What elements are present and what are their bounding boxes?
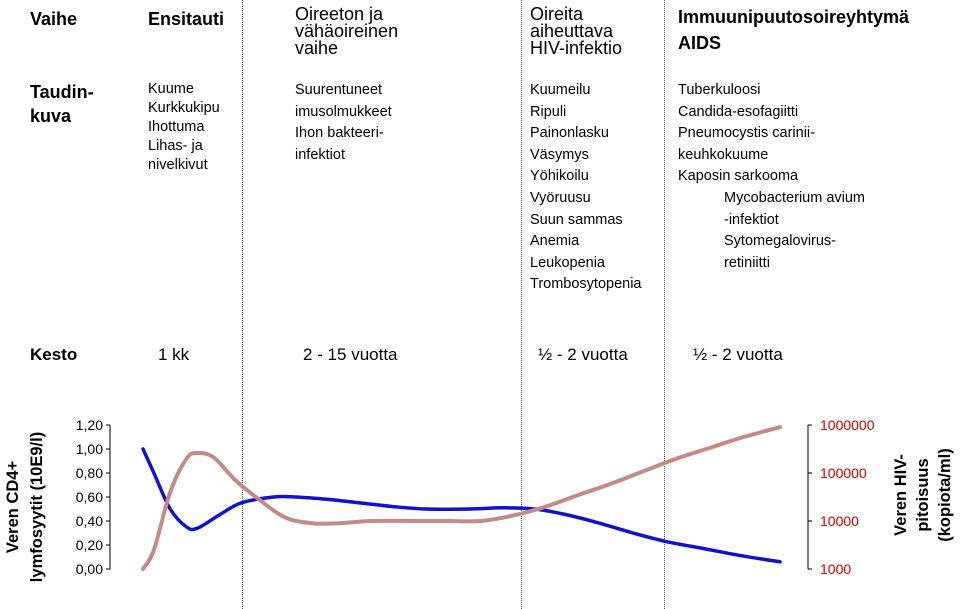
- cd4-series-line: [141, 447, 782, 564]
- symptom-item: Leukopenia: [530, 254, 605, 271]
- symptom-item: Ripuli: [530, 103, 567, 120]
- symptom-item: Ihottuma: [148, 119, 205, 135]
- left-tick-label: 0,40: [76, 513, 103, 529]
- right-axis-label-line: Veren HIV-: [892, 454, 910, 536]
- symptom-item: nivelkivut: [148, 157, 208, 173]
- symptom-item: Suun sammas: [530, 211, 623, 228]
- right-tick-label: 1000000: [820, 417, 875, 433]
- symptom-item: Väsymys: [530, 146, 589, 163]
- column-separator-1: [242, 0, 243, 609]
- symptom-item: imusolmukkeet: [295, 103, 392, 120]
- symptom-item: Mycobacterium avium: [724, 189, 866, 206]
- phase-asymptomatic-line: vaihe: [295, 38, 339, 58]
- symptom-item: Vyöruusu: [530, 189, 591, 206]
- symptom-item: Kuumeilu: [530, 82, 591, 98]
- phase-aids-line: AIDS: [678, 33, 722, 53]
- symptom-item: Yöhikoilu: [530, 168, 589, 185]
- right-axis-label-line: (kopiota/ml): [936, 448, 954, 542]
- symptom-item: Lihas- ja: [148, 138, 203, 154]
- series: [141, 425, 782, 571]
- symptom-item: Painonlasku: [530, 125, 609, 142]
- phase-asymptomatic-line: Oireeton ja: [295, 4, 384, 24]
- column-separator-3: [664, 0, 665, 609]
- symptoms-aids-indented: Mycobacterium avium -infektiot Sytomegal…: [678, 188, 865, 274]
- phase-symptomatic-line: HIV-infektio: [530, 38, 623, 58]
- symptoms-aids: Tuberkuloosi Candida-esofagiitti Pneumoc…: [678, 80, 865, 274]
- duration-symptomatic: ½ - 2 vuotta: [538, 345, 628, 364]
- right-axis-label-line: pitoisuus: [914, 458, 932, 531]
- symptom-item: retiniitti: [724, 254, 770, 271]
- left-tick-label: 0,20: [76, 537, 103, 553]
- symptom-item: Tuberkuloosi: [678, 82, 761, 98]
- right-tick-label: 1000: [820, 561, 851, 577]
- left-tick-label: 0,60: [76, 489, 103, 505]
- left-tick-label: 1,00: [76, 441, 103, 457]
- phase-symptomatic: Oireita aiheuttava HIV-infektio: [530, 4, 623, 58]
- phase-symptomatic-line: aiheuttava: [530, 21, 614, 41]
- disease-picture-label: Taudin- kuva: [30, 80, 94, 128]
- symptom-item: Suurentuneet: [295, 82, 383, 98]
- symptoms-symptomatic: Kuumeilu Ripuli Painonlasku Väsymys Yöhi…: [530, 80, 642, 296]
- symptom-item: Trombosytopenia: [530, 276, 642, 293]
- left-axis-label-line: lymfosyytit (10E9/l): [28, 432, 46, 582]
- phase-aids: Immuunipuutosoireyhtymä AIDS: [678, 4, 909, 56]
- symptom-item: Kaposin sarkooma: [678, 168, 799, 185]
- right-axis-label: Veren HIV- pitoisuus (kopiota/ml): [892, 448, 954, 542]
- phase-asymptomatic: Oireeton ja vähäoireinen vaihe: [295, 4, 399, 58]
- duration-acute: 1 kk: [158, 345, 190, 364]
- symptom-item: Ihon bakteeri-: [295, 125, 384, 142]
- symptoms-asymptomatic: Suurentuneet imusolmukkeet Ihon bakteeri…: [295, 80, 392, 166]
- phase-label: Vaihe: [30, 9, 78, 29]
- duration-label: Kesto: [30, 345, 78, 364]
- disease-picture-label-line: Taudin-: [30, 82, 94, 102]
- duration-asymptomatic: 2 - 15 vuotta: [303, 345, 398, 364]
- symptom-item: keuhkokuume: [678, 146, 769, 163]
- column-separator-2: [521, 0, 522, 609]
- right-tick-label: 100000: [820, 465, 867, 481]
- symptom-item: infektiot: [295, 146, 345, 163]
- right-axis: 1000000 100000 10000 1000: [807, 417, 875, 577]
- left-axis: 1,20 1,00 0,80 0,60 0,40 0,20 0,00: [76, 417, 111, 577]
- phase-asymptomatic-line: vähäoireinen: [295, 21, 399, 41]
- left-tick-label: 0,80: [76, 465, 103, 481]
- left-axis-label: Veren CD4+ lymfosyytit (10E9/l): [4, 432, 46, 582]
- symptom-item: Pneumocystis carinii-: [678, 125, 815, 142]
- symptom-item: -infektiot: [724, 211, 779, 228]
- phase-acute-line: Ensitauti: [148, 9, 225, 29]
- symptom-item: Kurkkukipu: [148, 100, 220, 116]
- symptom-item: Sytomegalovirus-: [724, 233, 837, 250]
- symptom-item: Kuume: [148, 81, 194, 97]
- left-tick-label: 1,20: [76, 417, 103, 433]
- right-tick-label: 10000: [820, 513, 859, 529]
- symptoms-acute: Kuume Kurkkukipu Ihottuma Lihas- ja nive…: [148, 80, 220, 175]
- left-axis-label-line: Veren CD4+: [4, 461, 22, 553]
- phase-symptomatic-line: Oireita: [530, 4, 584, 24]
- phase-aids-line: Immuunipuutosoireyhtymä: [678, 7, 910, 27]
- symptom-item: Candida-esofagiitti: [678, 103, 799, 120]
- disease-picture-label-line: kuva: [30, 106, 72, 126]
- hiv-series-line: [141, 425, 782, 571]
- phase-acute: Ensitauti: [148, 9, 225, 29]
- left-tick-label: 0,00: [76, 561, 103, 577]
- duration-aids: ½ - 2 vuotta: [693, 345, 783, 364]
- symptom-item: Anemia: [530, 233, 580, 250]
